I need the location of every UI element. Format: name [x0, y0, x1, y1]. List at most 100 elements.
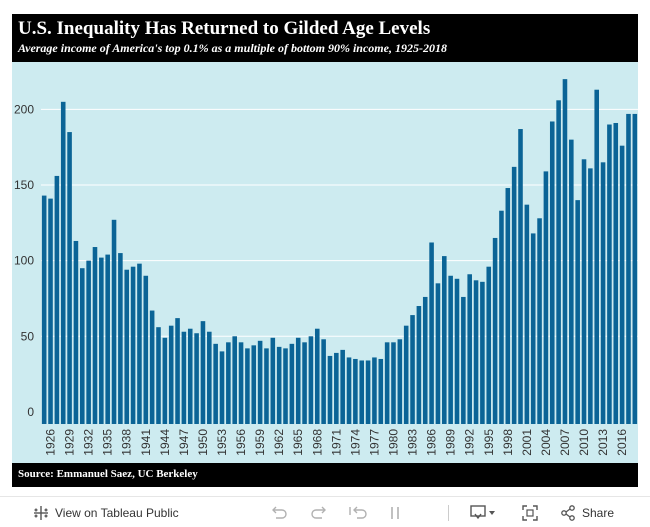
bar-2005[interactable]: [549, 121, 555, 425]
bar-1962[interactable]: [276, 346, 282, 424]
bar-1937[interactable]: [118, 253, 123, 424]
bar-1930[interactable]: [73, 240, 79, 424]
bar-1955[interactable]: [232, 336, 237, 424]
bar-1972[interactable]: [340, 349, 345, 424]
bar-1938[interactable]: [124, 269, 130, 424]
bar-2008[interactable]: [569, 139, 574, 424]
bar-1929[interactable]: [67, 132, 72, 424]
undo-button[interactable]: [270, 505, 288, 521]
redo-button[interactable]: [310, 505, 328, 521]
bar-2001[interactable]: [524, 204, 530, 424]
bar-1945[interactable]: [168, 325, 174, 424]
bar-1969[interactable]: [321, 339, 326, 424]
fullscreen-button[interactable]: [522, 505, 538, 521]
bar-chart[interactable]: 0 50 100 150 200 1926 1929 1932 1935 1938 1941 194…: [12, 62, 638, 463]
bar-1941[interactable]: [143, 275, 149, 424]
bar-1994[interactable]: [480, 281, 485, 424]
bar-1967[interactable]: [308, 336, 314, 424]
bar-1981[interactable]: [397, 339, 403, 424]
bar-1968[interactable]: [314, 328, 320, 424]
bar-1940[interactable]: [137, 263, 142, 424]
bar-1978[interactable]: [378, 358, 384, 424]
bar-1989[interactable]: [448, 275, 453, 424]
bar-1943[interactable]: [156, 327, 161, 424]
bar-1973[interactable]: [346, 357, 352, 424]
view-on-tableau-link[interactable]: View on Tableau Public: [33, 505, 179, 521]
share-button[interactable]: Share: [560, 505, 614, 521]
bar-1950[interactable]: [200, 321, 206, 424]
bar-1998[interactable]: [505, 188, 511, 424]
bar-2013[interactable]: [600, 162, 606, 424]
bar-2018[interactable]: [632, 113, 638, 425]
bar-1990[interactable]: [454, 278, 460, 424]
bar-1935[interactable]: [105, 254, 110, 424]
bar-1952[interactable]: [213, 343, 218, 424]
bar-1928[interactable]: [60, 101, 66, 424]
bar-2006[interactable]: [556, 100, 561, 425]
bar-1999[interactable]: [511, 166, 517, 425]
bar-2003[interactable]: [537, 218, 542, 424]
bar-1946[interactable]: [175, 318, 180, 424]
bar-1970[interactable]: [327, 355, 333, 424]
bar-1933[interactable]: [92, 247, 98, 424]
bar-2000[interactable]: [518, 129, 523, 424]
bar-1993[interactable]: [473, 280, 479, 424]
bar-1971[interactable]: [334, 352, 339, 424]
bar-1936[interactable]: [111, 219, 117, 424]
bar-1957[interactable]: [245, 348, 250, 424]
pause-button[interactable]: [387, 505, 403, 521]
bar-1939[interactable]: [130, 266, 136, 424]
bar-2004[interactable]: [543, 171, 549, 424]
bar-1982[interactable]: [403, 325, 409, 424]
bar-1984[interactable]: [416, 306, 422, 424]
bar-2002[interactable]: [530, 233, 536, 424]
bar-1931[interactable]: [80, 268, 85, 424]
bar-1927[interactable]: [54, 175, 60, 424]
bar-2016[interactable]: [619, 145, 625, 424]
bar-1974[interactable]: [353, 358, 358, 424]
revert-button[interactable]: [348, 505, 368, 521]
bar-2009[interactable]: [575, 200, 580, 424]
bar-1980[interactable]: [391, 342, 396, 424]
bar-1926[interactable]: [48, 198, 53, 424]
bar-1985[interactable]: [422, 296, 428, 424]
bar-1979[interactable]: [384, 342, 390, 424]
bar-1965[interactable]: [295, 337, 301, 424]
bar-1977[interactable]: [372, 357, 377, 424]
bar-2007[interactable]: [562, 79, 568, 424]
bar-1975[interactable]: [359, 360, 365, 424]
bar-1947[interactable]: [181, 331, 187, 424]
bar-2017[interactable]: [626, 113, 631, 425]
bar-2015[interactable]: [613, 122, 619, 425]
bar-1986[interactable]: [429, 242, 434, 424]
bar-2012[interactable]: [594, 89, 599, 425]
bar-1966[interactable]: [302, 342, 307, 424]
bar-1963[interactable]: [283, 348, 288, 424]
bar-2014[interactable]: [607, 124, 612, 425]
bar-1925[interactable]: [41, 195, 47, 424]
bar-1949[interactable]: [194, 333, 199, 424]
bar-1958[interactable]: [251, 345, 257, 424]
bar-1954[interactable]: [226, 342, 231, 424]
bar-1997[interactable]: [499, 210, 504, 424]
bar-1960[interactable]: [264, 348, 269, 424]
bar-1983[interactable]: [410, 315, 415, 424]
bar-1959[interactable]: [257, 340, 263, 424]
bar-1951[interactable]: [207, 331, 212, 424]
bar-1932[interactable]: [86, 260, 91, 424]
bar-1956[interactable]: [238, 342, 244, 424]
bar-1976[interactable]: [365, 360, 371, 424]
bar-1942[interactable]: [149, 310, 155, 424]
bar-1991[interactable]: [461, 296, 466, 424]
bar-1934[interactable]: [99, 257, 104, 424]
bar-1992[interactable]: [467, 274, 472, 424]
bar-1995[interactable]: [486, 266, 492, 424]
bar-1988[interactable]: [442, 256, 447, 424]
bar-1987[interactable]: [435, 283, 441, 424]
download-button[interactable]: [470, 505, 496, 521]
bar-1944[interactable]: [162, 337, 168, 424]
bar-1996[interactable]: [492, 237, 498, 424]
bar-1964[interactable]: [289, 343, 295, 424]
bar-1953[interactable]: [219, 351, 225, 424]
bar-2011[interactable]: [588, 168, 593, 424]
